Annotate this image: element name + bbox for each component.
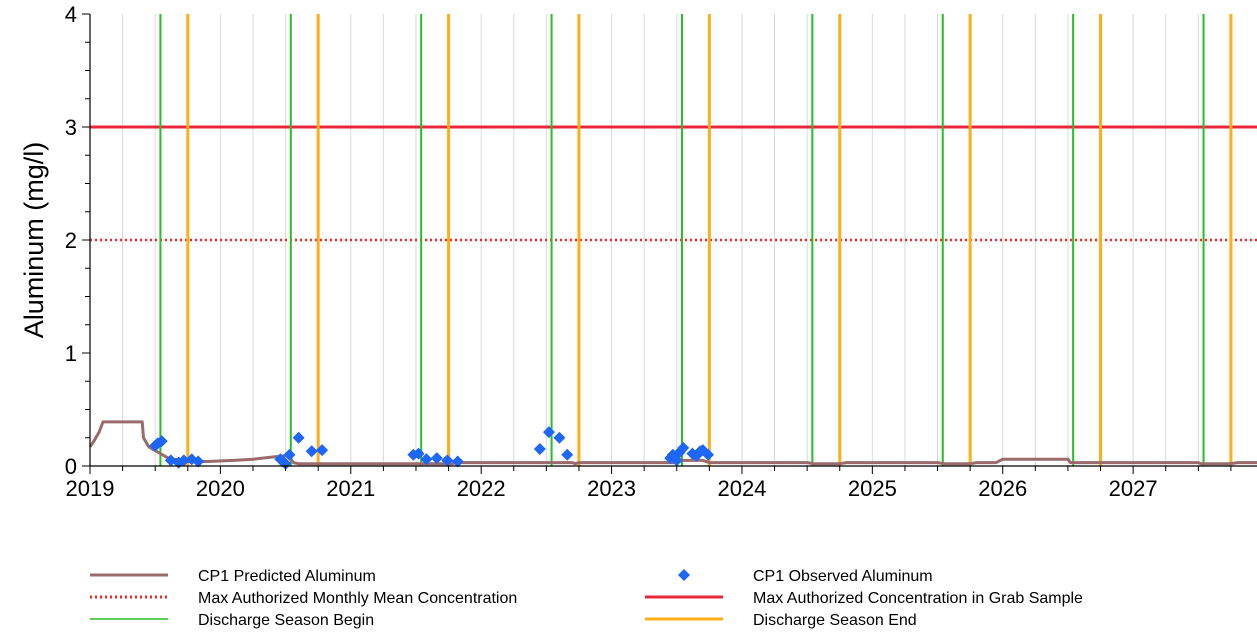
- reference-lines: [90, 14, 1257, 466]
- y-tick-label: 3: [65, 115, 77, 140]
- observed-point: [441, 454, 454, 467]
- legend-label-1: CP1 Observed Aluminum: [753, 568, 933, 585]
- observed-point: [177, 454, 190, 467]
- y-tick-label: 1: [65, 341, 77, 366]
- observed-point: [292, 431, 305, 444]
- y-tick-label: 2: [65, 228, 77, 253]
- data-series: [88, 420, 1257, 470]
- observed-point: [305, 445, 318, 458]
- x-tick-label: 2025: [848, 476, 897, 501]
- x-tick-label: 2024: [717, 476, 766, 501]
- observed-point: [561, 448, 574, 461]
- observed-point: [420, 453, 433, 466]
- x-tick-label: 2020: [196, 476, 245, 501]
- observed-point: [316, 444, 329, 457]
- observed-point: [412, 447, 425, 460]
- x-tick-label: 2027: [1109, 476, 1158, 501]
- legend: CP1 Predicted Aluminum CP1 Observed Alumi…: [90, 568, 1083, 629]
- observed-point: [553, 431, 566, 444]
- y-axis-title: Aluminum (mg/l): [19, 142, 49, 339]
- legend-label-4: Discharge Season Begin: [198, 612, 374, 629]
- x-tick-label: 2019: [66, 476, 115, 501]
- observed-point: [430, 452, 443, 465]
- y-tick-label: 4: [65, 2, 77, 27]
- observed-point: [192, 455, 205, 468]
- x-tick-label: 2023: [587, 476, 636, 501]
- observed-point: [283, 448, 296, 461]
- axes: 0 1 2 3 4 2019 2020 2021 2022 2023 2024 2025 2026 202…: [65, 2, 1257, 501]
- legend-label-2: Max Authorized Monthly Mean Concentratio…: [198, 590, 517, 607]
- legend-label-0: CP1 Predicted Aluminum: [198, 568, 376, 585]
- legend-symbol-1: [678, 569, 690, 581]
- observed-point: [702, 448, 715, 461]
- x-tick-label: 2021: [326, 476, 375, 501]
- observed-point: [451, 455, 464, 468]
- x-tick-label: 2026: [978, 476, 1027, 501]
- observed-point: [279, 457, 292, 470]
- observed-point: [155, 435, 168, 448]
- legend-label-3: Max Authorized Concentration in Grab Sam…: [753, 590, 1083, 607]
- observed-point: [533, 443, 546, 456]
- legend-label-5: Discharge Season End: [753, 612, 917, 629]
- observed-point: [542, 426, 555, 439]
- y-tick-label: 0: [65, 454, 77, 479]
- observed-point: [677, 441, 690, 454]
- x-tick-label: 2022: [457, 476, 506, 501]
